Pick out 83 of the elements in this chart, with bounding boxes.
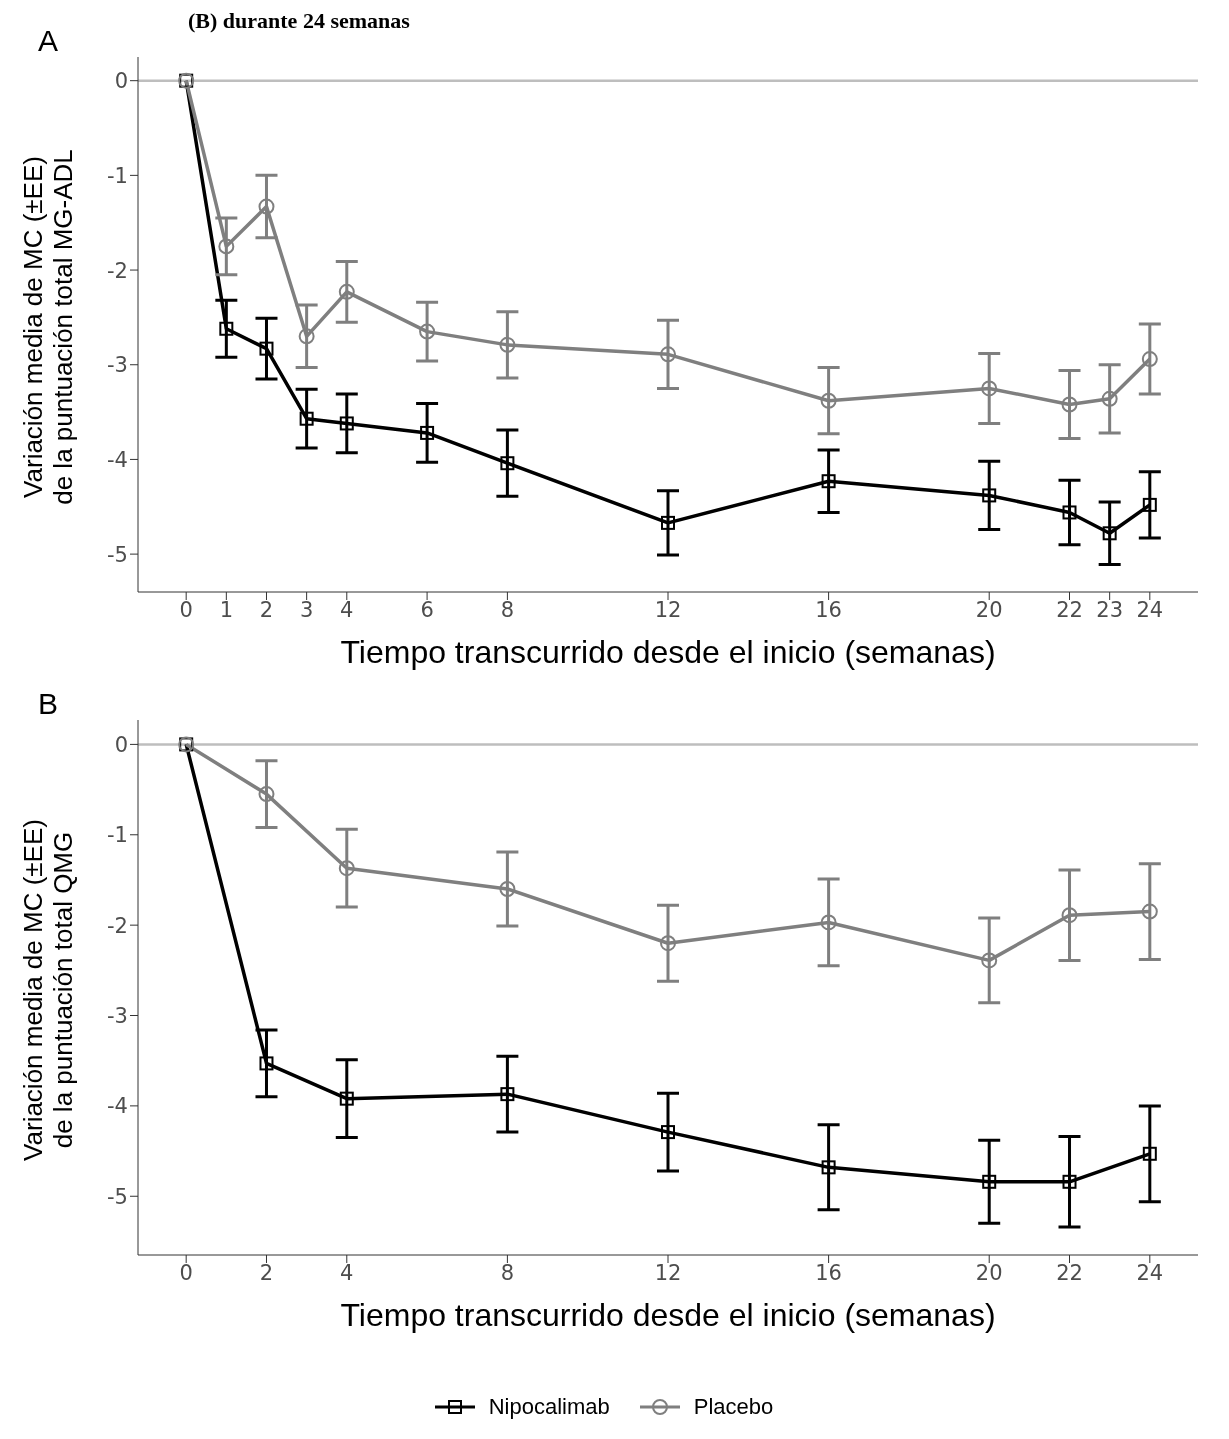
point <box>820 392 837 409</box>
x-tick-label: 23 <box>1096 597 1124 622</box>
point <box>338 860 355 877</box>
x-tick-label: 2 <box>259 1260 274 1285</box>
point <box>1141 903 1158 920</box>
x-tick-label: 22 <box>1056 597 1083 622</box>
point <box>1061 396 1078 413</box>
text: (B) durante 24 semanas <box>188 8 410 34</box>
point <box>299 411 314 426</box>
point <box>499 881 516 897</box>
point <box>259 1056 274 1071</box>
y-tick-label: -2 <box>107 258 128 283</box>
x-tick-label: 24 <box>1136 597 1164 622</box>
x-tick-label: 24 <box>1136 1260 1164 1285</box>
point <box>660 935 676 952</box>
y-tick-label: -3 <box>107 1003 128 1028</box>
x-tick-label: 3 <box>299 597 314 622</box>
legend-label: Nipocalimab <box>488 1394 610 1420</box>
y-tick-label: -1 <box>107 823 128 848</box>
point <box>981 380 998 397</box>
point <box>1141 351 1158 368</box>
x-tick-label: 8 <box>500 1260 515 1285</box>
x-tick-label: 20 <box>975 597 1003 622</box>
x-tick-label: 1 <box>219 597 234 622</box>
point <box>338 283 355 300</box>
x-tick-label: 0 <box>179 597 193 622</box>
point <box>1142 497 1157 512</box>
point <box>259 341 274 356</box>
point <box>339 416 354 431</box>
point <box>298 328 315 345</box>
x-axis-title: Tiempo transcurrido desde el inicio (semanas) <box>339 634 997 671</box>
point <box>219 321 234 336</box>
x-axis-title: Tiempo transcurrido desde el inicio (semanas) <box>339 1297 997 1334</box>
point <box>981 952 998 969</box>
point <box>419 323 436 340</box>
point <box>339 1091 354 1106</box>
point <box>420 425 435 440</box>
y-tick-label: 0 <box>114 732 128 757</box>
x-tick-label: 12 <box>654 1260 682 1285</box>
y-tick-label: -2 <box>107 913 128 938</box>
chart-title: B <box>38 687 59 721</box>
point <box>1101 390 1118 407</box>
x-tick-label: 6 <box>420 597 434 622</box>
y-tick-label: -3 <box>107 353 128 378</box>
point <box>1062 505 1077 520</box>
x-tick-label: 4 <box>340 597 354 622</box>
point <box>1062 1174 1077 1189</box>
point <box>661 1125 675 1140</box>
point <box>1061 907 1078 924</box>
y-tick-label: -5 <box>107 542 128 567</box>
point <box>661 515 675 530</box>
x-tick-label: 16 <box>815 1260 842 1285</box>
y-tick-label: 0 <box>114 69 128 94</box>
y-tick-label: -1 <box>107 163 128 188</box>
point <box>258 198 275 215</box>
y-tick-label: -4 <box>107 1094 128 1119</box>
point <box>821 1160 836 1175</box>
y-axis-title: Variación media de MC (±EE) de la puntuación total MG-ADL <box>18 149 79 505</box>
x-tick-label: 0 <box>179 1260 193 1285</box>
chart-title: A <box>38 24 59 58</box>
point <box>982 488 997 503</box>
point <box>820 914 837 931</box>
point <box>500 1087 515 1102</box>
point <box>499 336 516 353</box>
point <box>982 1174 997 1189</box>
point <box>1102 526 1117 541</box>
x-tick-label: 12 <box>654 597 682 622</box>
y-axis-title: Variación media de MC (±EE) de la puntuación total QMG <box>18 819 79 1161</box>
point <box>821 474 836 489</box>
y-tick-label: -4 <box>107 447 128 472</box>
point <box>660 346 676 363</box>
x-tick-label: 2 <box>259 597 274 622</box>
x-tick-label: 8 <box>500 597 515 622</box>
x-tick-label: 16 <box>815 597 842 622</box>
point <box>258 786 275 803</box>
legend-label: Placebo <box>693 1394 774 1420</box>
x-tick-label: 22 <box>1056 1260 1083 1285</box>
x-tick-label: 4 <box>340 1260 354 1285</box>
y-tick-label: -5 <box>107 1184 128 1209</box>
point <box>500 456 515 471</box>
x-tick-label: 20 <box>975 1260 1003 1285</box>
point <box>1142 1146 1157 1161</box>
point <box>218 238 235 255</box>
